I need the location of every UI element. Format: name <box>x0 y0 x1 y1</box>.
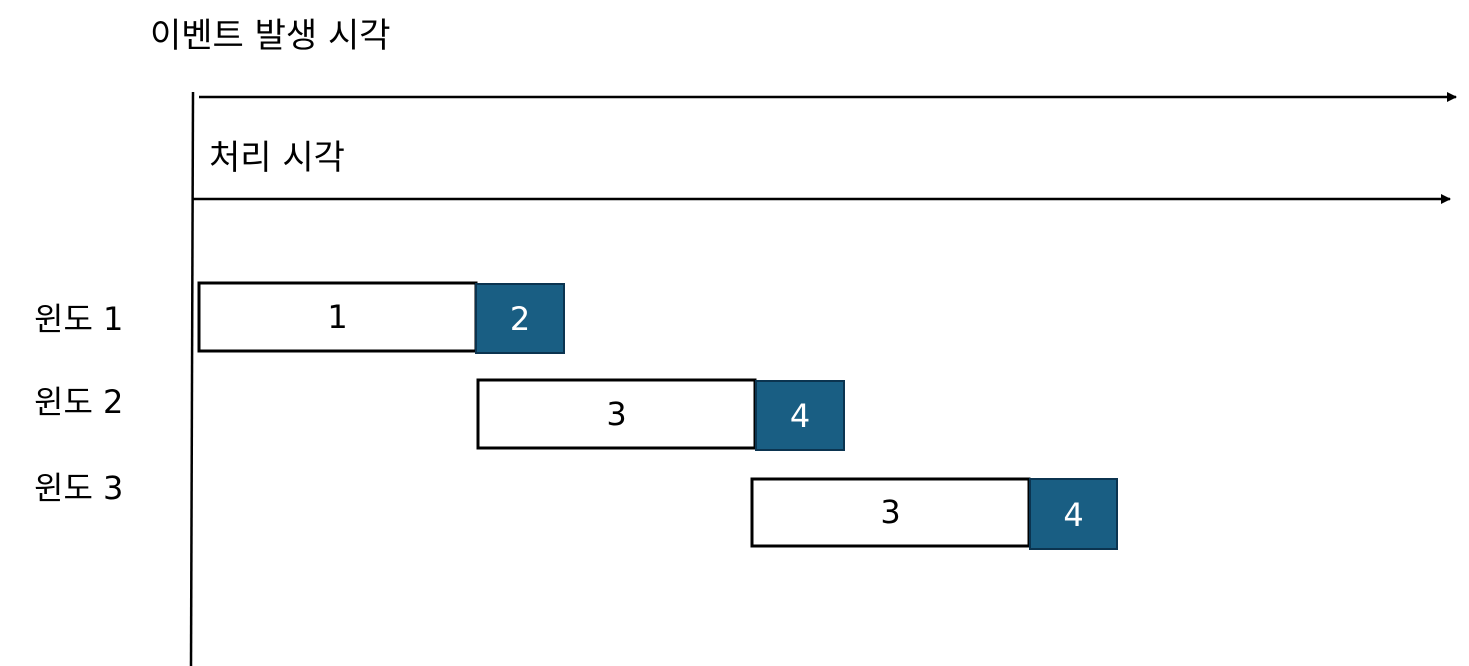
vertical-axis-line <box>189 91 195 666</box>
window-3-segment-label: 3 <box>880 493 900 531</box>
processing-time-axis-label: 처리 시각 <box>209 138 345 178</box>
event-time-axis-label: 이벤트 발생 시각 <box>150 16 391 56</box>
window-2-trigger-label: 4 <box>790 397 810 435</box>
window-1-trigger-box <box>475 283 565 354</box>
window-3-trigger-label: 4 <box>1063 496 1083 534</box>
window-2-boxes: 3 4 <box>476 378 845 451</box>
window-2-label: 윈도 2 <box>34 383 124 421</box>
window-1-segment-label: 1 <box>327 298 347 336</box>
window-2-trigger-box <box>755 380 845 451</box>
window-3-trigger-box <box>1029 478 1118 550</box>
window-2-segment-box <box>476 378 757 450</box>
window-1-boxes: 1 2 <box>197 281 565 354</box>
window-3-boxes: 3 4 <box>750 477 1118 550</box>
window-1-trigger-label: 2 <box>510 300 530 338</box>
window-1-segment-box <box>197 281 478 353</box>
window-1-label: 윈도 1 <box>34 300 124 338</box>
window-2-segment-label: 3 <box>606 395 626 433</box>
window-3-label: 윈도 3 <box>34 469 124 507</box>
